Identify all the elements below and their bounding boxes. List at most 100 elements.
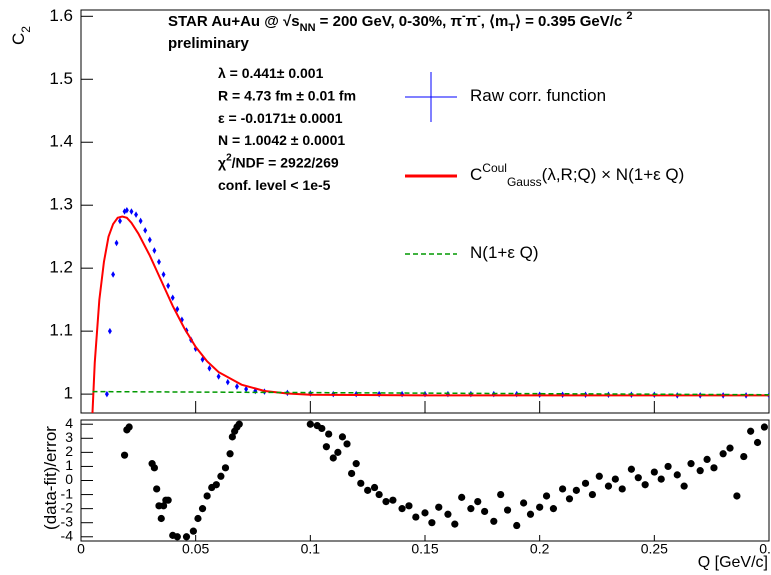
fit-line (91, 215, 769, 413)
residual-point (203, 492, 211, 500)
y-axis-label: C2 (9, 26, 33, 45)
residual-point (157, 514, 165, 523)
data-point (200, 356, 205, 363)
text-segment: χ (218, 154, 226, 170)
residual-point (733, 492, 741, 500)
data-point (207, 365, 212, 372)
residual-point (526, 510, 535, 518)
y-tick-label: 1 (64, 384, 73, 403)
residual-point (189, 527, 197, 535)
plot-area (91, 206, 769, 413)
data-point (118, 217, 122, 225)
residual-point (451, 520, 459, 528)
fit-parameter: λ = 0.441± 0.001 (218, 65, 324, 81)
y-tick-label: 1.3 (49, 195, 73, 214)
y-tick-label: -1 (61, 485, 74, 501)
text-segment: (data-fit)/error (41, 426, 60, 530)
residual-point (458, 493, 466, 501)
chart-title: STAR Au+Au @ √sNN = 200 GeV, 0-30%, π-π-… (168, 10, 633, 34)
residual-point (747, 427, 755, 435)
y-tick-label: 1.2 (49, 258, 73, 277)
x-axis-label: Q [GeV/c] (698, 554, 768, 571)
residual-point (604, 482, 613, 490)
text-segment: π (466, 13, 478, 30)
residual-point (611, 475, 619, 483)
text-segment: √s (283, 13, 300, 30)
residual-point (497, 490, 505, 499)
text-segment: = 200 GeV, 0-30%, π (316, 13, 463, 30)
residual-point (520, 499, 528, 507)
residual-point (412, 513, 420, 521)
text-segment: 2 (19, 26, 33, 33)
y-tick-label: 1.1 (49, 321, 73, 340)
residual-point (435, 503, 443, 511)
fit-parameter: conf. level < 1e-5 (218, 177, 331, 193)
legend-label: CCoulGauss(λ,R;Q) × N(1+ε Q) (470, 161, 684, 189)
residual-point (228, 433, 236, 441)
text-segment: T (508, 22, 515, 34)
residual-point (343, 440, 351, 448)
residual-point (389, 496, 397, 504)
data-point (129, 208, 134, 215)
text-segment: NN (300, 22, 316, 34)
residual-point (696, 467, 704, 475)
x-tick-label: 0.25 (641, 541, 668, 557)
data-point (134, 211, 139, 218)
text-segment: λ = 0.441± 0.001 (218, 65, 324, 81)
residual-point (588, 490, 597, 499)
residual-point (474, 498, 482, 506)
text-segment: Coul (482, 161, 507, 175)
y-tick-label: 1.4 (49, 132, 73, 151)
data-point (104, 390, 109, 398)
residual-point (226, 450, 234, 458)
text-segment: Raw corr. function (470, 86, 606, 105)
chart-subtitle: preliminary (168, 35, 250, 52)
residual-point (217, 472, 225, 480)
residual-point (595, 472, 603, 480)
data-point (124, 206, 129, 214)
x-tick-label: 0.1 (301, 541, 321, 557)
residual-point (428, 519, 436, 527)
fit-parameter: ε = -0.0171± 0.0001 (218, 110, 343, 126)
residual-point (325, 430, 333, 438)
residual-point (687, 460, 695, 468)
residual-point (581, 479, 590, 487)
residual-point (726, 444, 734, 452)
residual-point (357, 479, 365, 487)
residual-point (150, 464, 158, 472)
text-segment: N = 1.0042 ± 0.0001 (218, 132, 345, 148)
text-segment: N(1+ε Q) (470, 243, 539, 262)
residual-point (740, 452, 748, 461)
residual-point (318, 424, 326, 433)
data-point (216, 373, 221, 380)
y-tick-label: -2 (61, 499, 74, 515)
residual-point (370, 483, 379, 492)
text-segment: - (462, 10, 466, 22)
residual-point (398, 505, 406, 513)
text-segment: , ⟨m (481, 13, 509, 30)
y-tick-label: -4 (61, 527, 74, 543)
x-tick-label: 0.3 (759, 541, 771, 557)
residual-point (322, 443, 330, 451)
residual-point (235, 420, 243, 428)
residual-point (703, 455, 711, 463)
data-point (170, 294, 175, 302)
data-point (138, 217, 143, 225)
x-tick-label: 0.2 (530, 541, 550, 557)
y-tick-label: 3 (65, 429, 73, 445)
residual-point (364, 486, 372, 494)
fit-parameter: χ2/NDF = 2922/269 (218, 153, 339, 171)
baseline-line (92, 390, 769, 396)
y-tick-label: 1.5 (49, 69, 73, 88)
residual-point (549, 505, 558, 513)
residual-point (348, 469, 356, 478)
residual-point (503, 506, 512, 514)
x-tick-label: 0 (77, 541, 85, 557)
y-tick-label: -3 (61, 513, 74, 529)
y-tick-label: 1 (65, 457, 73, 473)
residual-point (719, 450, 727, 458)
residual-point (334, 448, 342, 456)
data-point (147, 236, 152, 244)
